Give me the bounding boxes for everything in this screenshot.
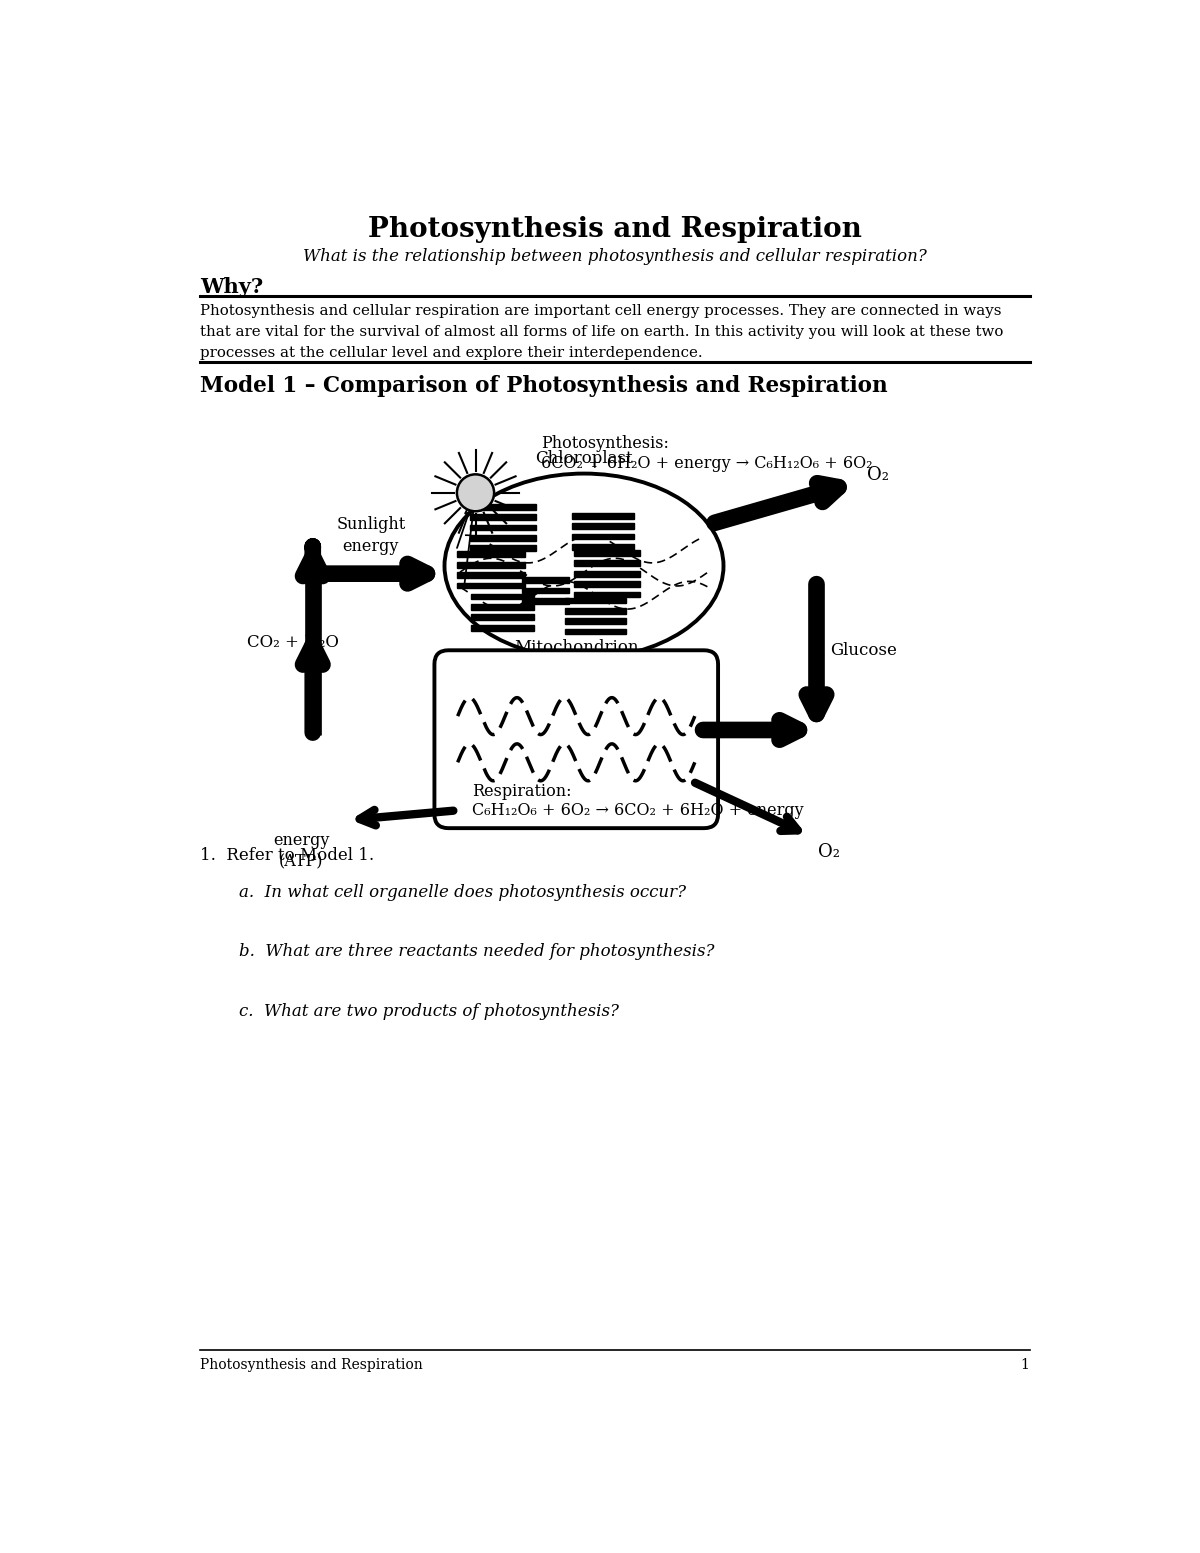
Text: Photosynthesis and Respiration: Photosynthesis and Respiration [200,1357,424,1371]
Bar [575,561,640,567]
Bar [469,534,535,540]
Text: 6CO₂ + 6H₂O + energy → C₆H₁₂O₆ + 6O₂: 6CO₂ + 6H₂O + energy → C₆H₁₂O₆ + 6O₂ [541,455,874,472]
Bar [565,629,626,635]
FancyBboxPatch shape [434,651,718,828]
Text: O₂: O₂ [818,843,840,862]
Bar [470,624,534,631]
Bar [457,562,526,567]
Bar [470,593,534,599]
Bar [572,512,635,519]
Text: O₂: O₂ [866,466,889,485]
Text: Model 1 – Comparison of Photosynthesis and Respiration: Model 1 – Comparison of Photosynthesis a… [200,374,888,398]
Bar [565,607,626,613]
Ellipse shape [444,474,724,658]
Text: processes at the cellular level and explore their interdependence.: processes at the cellular level and expl… [200,346,703,360]
Text: Why?: Why? [200,278,264,297]
Text: C₆H₁₂O₆ + 6O₂ → 6CO₂ + 6H₂O + energy: C₆H₁₂O₆ + 6O₂ → 6CO₂ + 6H₂O + energy [472,803,803,820]
Bar [575,592,640,598]
Bar [522,578,569,582]
Bar [575,581,640,587]
Text: c.  What are two products of photosynthesis?: c. What are two products of photosynthes… [239,1003,619,1020]
Bar [457,572,526,578]
Text: 1: 1 [1021,1357,1030,1371]
Text: Glucose: Glucose [830,643,898,658]
Bar [469,503,535,509]
Bar [572,544,635,550]
Text: Chloroplast: Chloroplast [535,450,632,467]
Bar [575,550,640,556]
Text: b.  What are three reactants needed for photosynthesis?: b. What are three reactants needed for p… [239,943,714,960]
Bar [457,582,526,589]
Text: What is the relationship between photosynthesis and cellular respiration?: What is the relationship between photosy… [304,248,926,266]
Circle shape [457,474,494,511]
Bar [522,587,569,593]
Bar [470,604,534,610]
Text: Photosynthesis:: Photosynthesis: [541,435,670,452]
Bar [469,545,535,551]
Text: Sunlight
energy: Sunlight energy [336,516,406,554]
Text: Respiration:: Respiration: [472,783,571,800]
Bar [469,525,535,531]
Bar [565,598,626,603]
Text: Photosynthesis and cellular respiration are important cell energy processes. The: Photosynthesis and cellular respiration … [200,304,1002,318]
Bar [575,572,640,576]
Text: that are vital for the survival of almost all forms of life on earth. In this ac: that are vital for the survival of almos… [200,325,1003,339]
Bar [470,615,534,620]
Text: 1.  Refer to Model 1.: 1. Refer to Model 1. [200,846,374,863]
Text: energy
(ATP): energy (ATP) [272,831,329,871]
Bar [565,618,626,624]
Bar [457,551,526,558]
Bar [522,598,569,604]
Bar [572,523,635,530]
Text: a.  In what cell organelle does photosynthesis occur?: a. In what cell organelle does photosynt… [239,884,686,901]
Bar [572,534,635,539]
Text: Mitochondrion: Mitochondrion [514,640,638,657]
Bar [469,514,535,520]
Text: CO₂ + H₂O: CO₂ + H₂O [247,634,338,651]
Text: Photosynthesis and Respiration: Photosynthesis and Respiration [368,216,862,242]
